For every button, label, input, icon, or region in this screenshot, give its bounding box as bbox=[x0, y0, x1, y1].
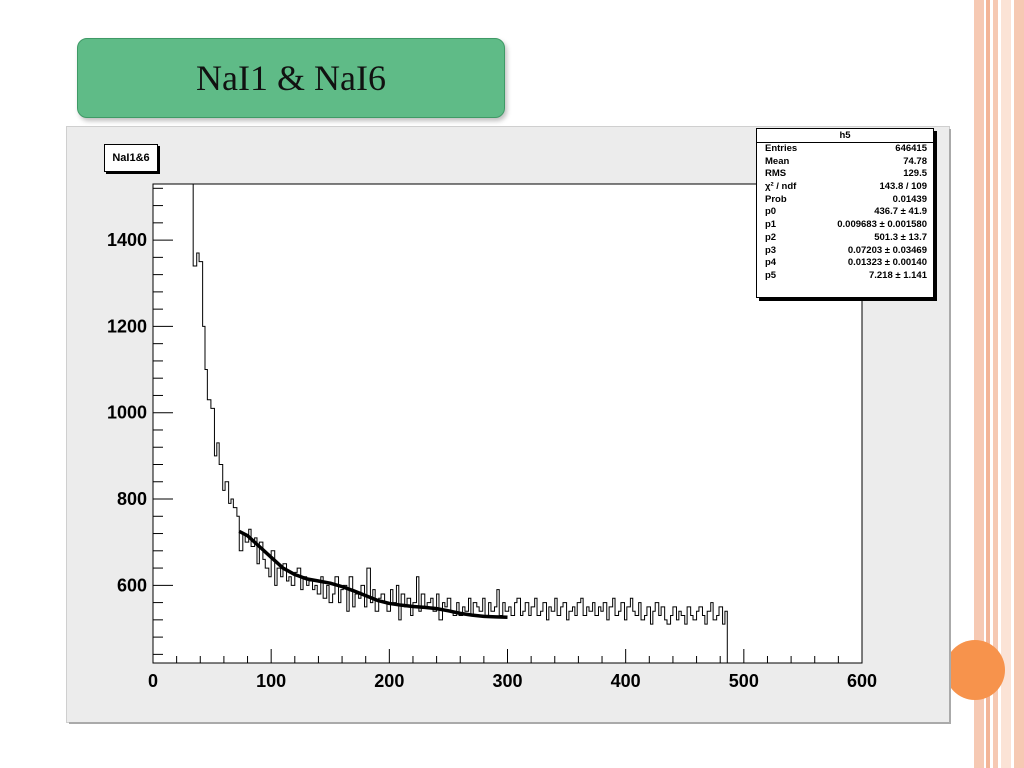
stats-label: p3 bbox=[765, 244, 777, 256]
y-tick-label: 600 bbox=[117, 575, 147, 595]
stats-row: χ² / ndf 143.8 / 109 bbox=[757, 181, 933, 194]
stats-value: 0.07203 ± 0.03469 bbox=[847, 244, 927, 256]
x-tick-label: 100 bbox=[256, 671, 286, 691]
stats-row: Entries 646415 bbox=[757, 143, 933, 156]
y-tick-label: 1400 bbox=[107, 230, 147, 250]
stats-label: p5 bbox=[765, 269, 777, 281]
slide-title: NaI1 & NaI6 bbox=[196, 58, 386, 98]
stats-label: Mean bbox=[765, 155, 790, 167]
stats-row: p1 0.009683 ± 0.001580 bbox=[757, 219, 933, 232]
x-tick-label: 0 bbox=[148, 671, 158, 691]
y-axis: 600 800 1000 1200 1400 bbox=[107, 187, 173, 655]
stats-row: p4 0.01323 ± 0.00140 bbox=[757, 257, 933, 270]
stats-box: h5 Entries 646415 Mean 74.78 RMS 129.5 χ² / nd… bbox=[756, 128, 934, 298]
stats-value: 129.5 bbox=[903, 168, 927, 180]
stats-row: p2 501.3 ± 13.7 bbox=[757, 232, 933, 245]
stats-value: 0.01439 bbox=[892, 193, 927, 205]
stats-rows: Entries 646415 Mean 74.78 RMS 129.5 χ² / ndf 14… bbox=[757, 143, 933, 283]
stats-value: 646415 bbox=[895, 143, 927, 154]
histogram-title: NaI1&6 bbox=[104, 144, 158, 172]
x-tick-label: 200 bbox=[374, 671, 404, 691]
stats-row: p5 7.218 ± 1.141 bbox=[757, 270, 933, 283]
x-tick-label: 500 bbox=[729, 671, 759, 691]
stats-label: Prob bbox=[765, 193, 787, 205]
stats-label: p2 bbox=[765, 231, 777, 243]
fit-curve bbox=[238, 529, 508, 620]
x-axis: 0 100 200 300 400 500 600 bbox=[148, 649, 877, 691]
x-tick-label: 300 bbox=[492, 671, 522, 691]
stats-value: 0.01323 ± 0.00140 bbox=[847, 257, 927, 269]
stats-name: h5 bbox=[757, 129, 933, 143]
stats-row: Mean 74.78 bbox=[757, 156, 933, 169]
stats-label: Entries bbox=[765, 143, 798, 154]
stats-row: Prob 0.01439 bbox=[757, 194, 933, 207]
x-tick-label: 400 bbox=[611, 671, 641, 691]
stats-value: 7.218 ± 1.141 bbox=[868, 269, 927, 281]
decorative-stripe bbox=[1014, 0, 1024, 768]
stats-label: p1 bbox=[765, 219, 777, 231]
stats-label: p4 bbox=[765, 257, 777, 269]
stats-label: χ² / ndf bbox=[765, 181, 797, 193]
stats-value: 436.7 ± 41.9 bbox=[874, 206, 927, 218]
slide-title-box: NaI1 & NaI6 bbox=[77, 38, 505, 118]
stats-label: RMS bbox=[765, 168, 787, 180]
series-layer bbox=[153, 183, 731, 664]
decorative-stripe bbox=[1001, 0, 1011, 768]
plot-area bbox=[152, 183, 863, 664]
y-tick-label: 1200 bbox=[107, 316, 147, 336]
decorative-stripe bbox=[993, 0, 998, 768]
stats-value: 501.3 ± 13.7 bbox=[874, 231, 927, 243]
histogram-series bbox=[153, 183, 731, 664]
stats-row: RMS 129.5 bbox=[757, 168, 933, 181]
stats-value: 74.78 bbox=[903, 155, 927, 167]
x-tick-label: 600 bbox=[847, 671, 877, 691]
stats-row: p3 0.07203 ± 0.03469 bbox=[757, 245, 933, 258]
decorative-stripe bbox=[974, 0, 984, 768]
y-tick-label: 800 bbox=[117, 489, 147, 509]
decorative-stripe bbox=[986, 0, 990, 768]
y-tick-label: 1000 bbox=[107, 403, 147, 423]
stats-value: 0.009683 ± 0.001580 bbox=[837, 219, 927, 231]
decorative-orange-circle bbox=[945, 640, 1005, 700]
stats-label: p0 bbox=[765, 206, 777, 218]
stats-row: p0 436.7 ± 41.9 bbox=[757, 206, 933, 219]
stats-value: 143.8 / 109 bbox=[879, 181, 927, 193]
